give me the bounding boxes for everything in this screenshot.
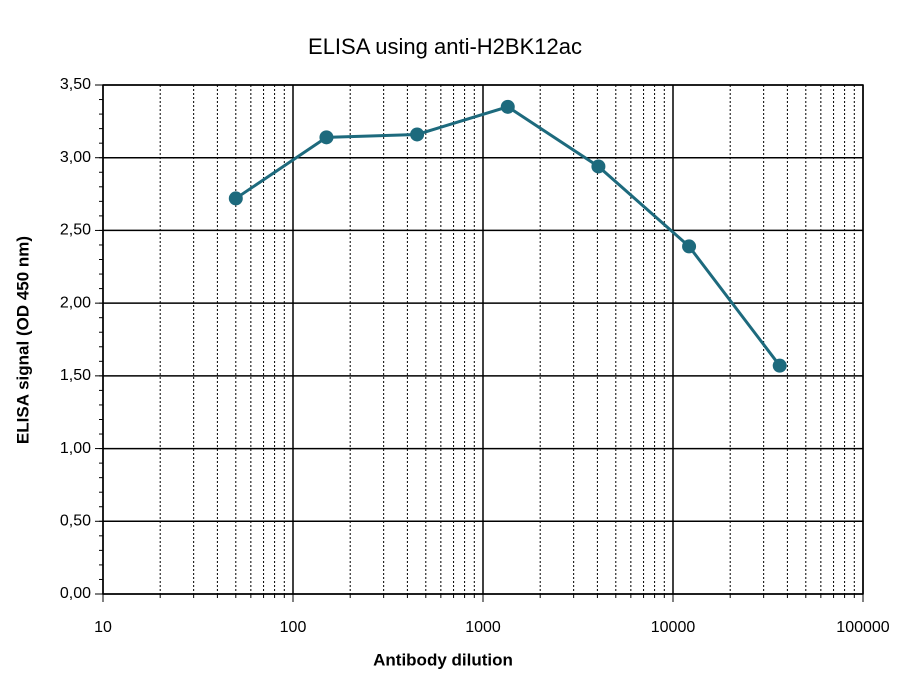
x-tick-label: 10 bbox=[94, 619, 112, 636]
x-tick-label: 100000 bbox=[836, 619, 889, 636]
data-point bbox=[410, 127, 425, 142]
x-tick-label: 1000 bbox=[465, 619, 501, 636]
y-tick-label: 0,00 bbox=[60, 585, 91, 602]
y-tick-label: 1,00 bbox=[60, 440, 91, 457]
data-point bbox=[591, 159, 606, 174]
data-point bbox=[682, 239, 697, 254]
y-tick-label: 2,50 bbox=[60, 222, 91, 239]
plot-frame bbox=[102, 84, 864, 595]
y-tick-label: 3,50 bbox=[60, 76, 91, 93]
y-tick-label: 3,00 bbox=[60, 149, 91, 166]
data-point bbox=[500, 99, 515, 114]
x-tick-label: 10000 bbox=[651, 619, 696, 636]
data-point bbox=[319, 130, 334, 145]
x-tick-label: 100 bbox=[280, 619, 307, 636]
y-axis-label: ELISA signal (OD 450 nm) bbox=[13, 236, 32, 444]
chart-title: ELISA using anti-H2BK12ac bbox=[308, 34, 582, 59]
series-line bbox=[234, 105, 781, 367]
y-tick-label: 0,50 bbox=[60, 513, 91, 530]
data-point bbox=[772, 358, 787, 373]
y-tick-label: 2,00 bbox=[60, 294, 91, 311]
y-tick-label: 1,50 bbox=[60, 367, 91, 384]
data-point bbox=[228, 191, 243, 206]
x-axis-label: Antibody dilution bbox=[373, 650, 513, 669]
